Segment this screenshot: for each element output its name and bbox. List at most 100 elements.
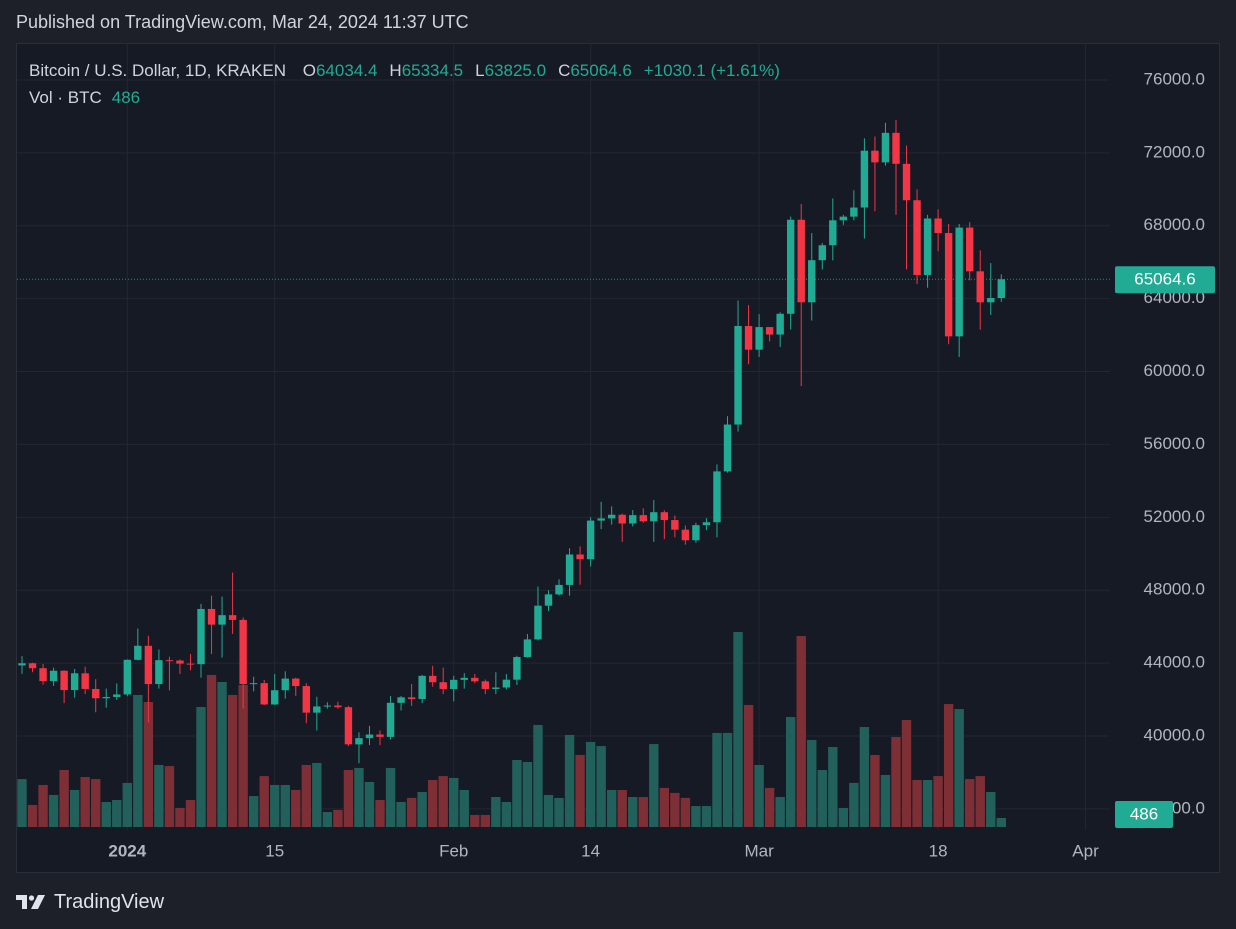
- price-label-box: [1115, 266, 1215, 294]
- volume-bar: [501, 802, 512, 827]
- candle-body: [228, 615, 237, 620]
- candle-body: [471, 677, 479, 682]
- candle-body: [797, 219, 805, 303]
- volume-bar: [175, 807, 185, 827]
- candle-body: [407, 697, 416, 699]
- candle-body: [176, 660, 184, 664]
- volume-bar: [291, 789, 301, 827]
- volume-bar: [385, 767, 396, 827]
- legend-ohlc: Bitcoin / U.S. Dollar, 1D, KRAKEN O64034…: [29, 57, 792, 84]
- volume-bar: [27, 804, 38, 827]
- volume-bar: [154, 764, 164, 827]
- candle-body: [492, 687, 500, 689]
- candle-body: [281, 678, 289, 691]
- legend-volume: Vol · BTC 486: [29, 84, 792, 111]
- volume-bar: [585, 742, 596, 827]
- x-tick-label: 2024: [108, 841, 146, 860]
- candle-body: [334, 705, 342, 708]
- candle-body: [144, 645, 153, 685]
- candle-body: [850, 207, 858, 217]
- volume-bar: [901, 719, 912, 827]
- volume-bar: [38, 784, 48, 827]
- volume-bar: [638, 797, 648, 827]
- candle-body: [123, 659, 131, 695]
- volume-bar: [206, 674, 217, 827]
- volume-bar: [596, 746, 606, 827]
- volume-bar: [217, 682, 227, 827]
- candle-body: [765, 327, 774, 335]
- candle-body: [723, 424, 732, 472]
- y-tick-label: 72000.0: [1144, 142, 1205, 161]
- candle-body: [586, 520, 595, 560]
- volume-bar: [59, 769, 69, 827]
- volume-bar: [764, 787, 775, 827]
- volume-bar: [259, 776, 269, 827]
- candle-body: [134, 645, 142, 660]
- candle-body: [155, 660, 163, 685]
- volume-bar: [312, 762, 322, 827]
- footer: TradingView: [16, 888, 164, 916]
- candle-body: [734, 325, 742, 425]
- grid: [17, 43, 1110, 830]
- volume-bar: [691, 806, 701, 827]
- candle-body: [755, 327, 763, 350]
- volume-bar: [396, 802, 406, 827]
- volume-bar: [301, 764, 312, 827]
- candle-body: [555, 584, 563, 595]
- volume-bar: [101, 802, 111, 827]
- legend-key: O: [302, 61, 316, 80]
- candle-body: [966, 227, 974, 272]
- volume-bar: [785, 717, 796, 827]
- candle-body: [355, 738, 363, 745]
- candle-body: [629, 515, 637, 524]
- candle-body: [976, 271, 984, 303]
- volume-bar: [628, 797, 638, 827]
- candle-body: [428, 675, 437, 683]
- volume-bar: [975, 776, 985, 827]
- candle-body: [944, 233, 953, 337]
- volume-bar: [48, 794, 59, 827]
- x-tick-label: Mar: [744, 841, 774, 860]
- candle-body: [28, 663, 37, 669]
- candle-body: [860, 150, 869, 208]
- volume-bar: [743, 704, 754, 827]
- volume-bar: [996, 818, 1006, 827]
- candle-body: [197, 608, 205, 665]
- candle-body: [418, 675, 426, 699]
- volume-bar: [375, 799, 385, 827]
- volume-bar: [354, 767, 364, 827]
- volume-bar: [870, 754, 880, 827]
- candle-body: [565, 554, 574, 585]
- candle-body: [839, 216, 848, 221]
- y-tick-label: 76000.0: [1144, 69, 1205, 88]
- volume-bar: [280, 784, 290, 827]
- volume-bar: [891, 737, 901, 827]
- candle-body: [60, 670, 68, 691]
- volume-bar: [880, 774, 891, 827]
- published-caption: Published on TradingView.com, Mar 24, 20…: [16, 12, 469, 32]
- legend-key: C: [558, 61, 571, 80]
- volume-bar: [459, 789, 469, 827]
- volume-bar: [196, 707, 206, 827]
- volume-bar: [701, 806, 712, 827]
- volume-bar: [480, 814, 491, 827]
- volume-bar: [543, 794, 554, 827]
- volume-bar: [722, 732, 733, 827]
- candle-body: [607, 514, 616, 519]
- x-tick-label: 14: [581, 841, 600, 860]
- candle-body: [829, 220, 837, 246]
- candle-body: [881, 132, 890, 163]
- legend-value: 63825.0: [484, 61, 547, 80]
- candle-body: [186, 663, 195, 665]
- y-tick-label: 60000.0: [1144, 361, 1205, 380]
- candle-body: [344, 707, 353, 745]
- candle-body: [871, 150, 879, 163]
- candle-body: [681, 529, 690, 541]
- x-tick-label: Feb: [439, 841, 468, 860]
- candle-body: [955, 227, 963, 337]
- candle-body: [744, 325, 753, 350]
- candle-body: [397, 697, 405, 703]
- volume-bar: [965, 779, 975, 827]
- candle-body: [786, 219, 795, 314]
